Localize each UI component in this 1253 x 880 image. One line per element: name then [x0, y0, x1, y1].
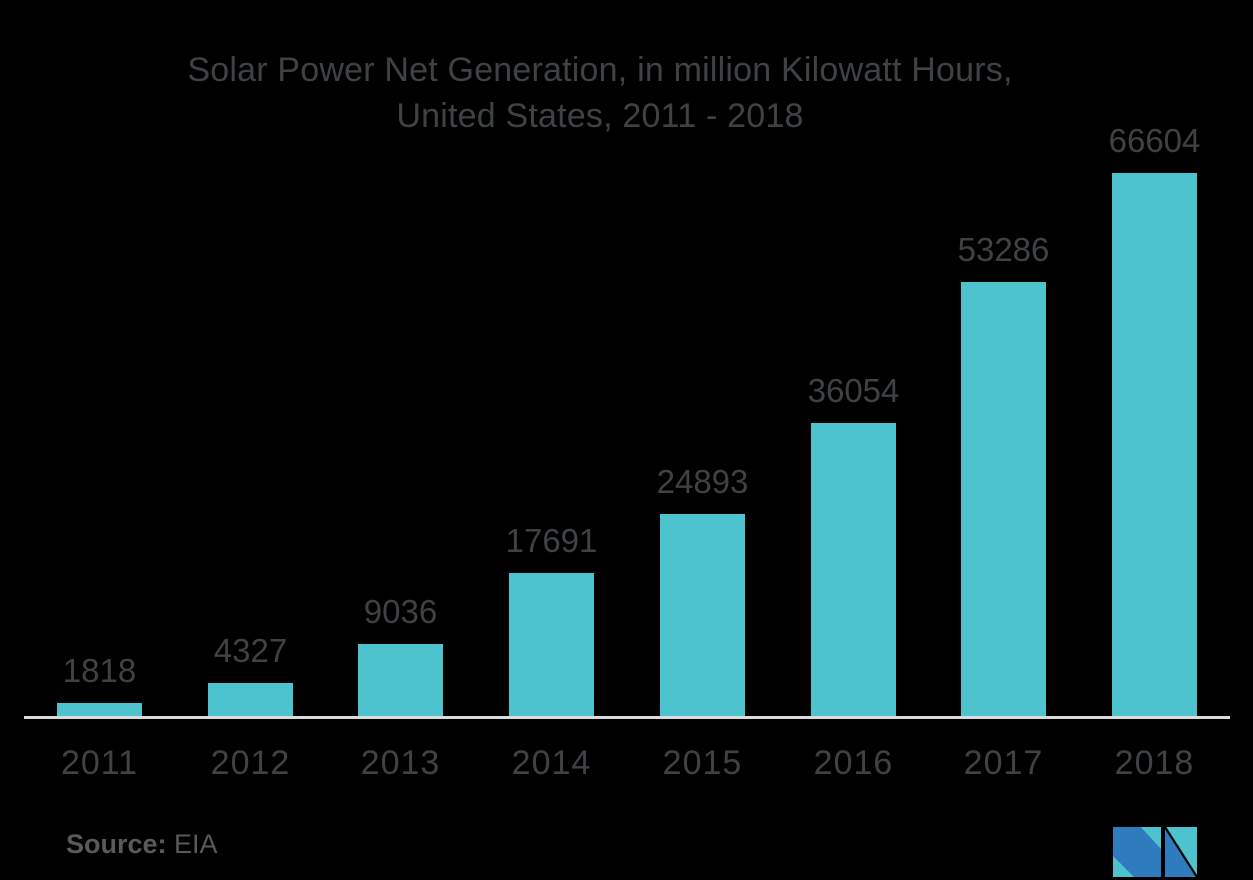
bar [509, 573, 594, 718]
chart-title: Solar Power Net Generation, in million K… [0, 47, 1200, 139]
bar-column: 53286 2017 [958, 231, 1050, 782]
chart-title-line1: Solar Power Net Generation, in million K… [187, 51, 1013, 89]
logo-left-diagonal [1113, 827, 1161, 877]
x-axis-tick-label: 2012 [210, 744, 291, 782]
bar-value-label: 4327 [213, 632, 288, 669]
source-label: Source: [66, 829, 167, 859]
source-value: EIA [174, 829, 218, 859]
bar-column: 66604 2018 [1109, 122, 1201, 782]
bar [961, 282, 1046, 718]
logo-right-gap-line [1164, 827, 1197, 877]
bar-value-label: 36054 [807, 372, 900, 409]
bar [358, 644, 443, 718]
x-axis-line [24, 716, 1230, 719]
bar-value-label: 1818 [62, 652, 137, 689]
bar-column: 4327 2012 [208, 632, 293, 782]
bar-value-label: 24893 [656, 463, 749, 500]
x-axis-tick-label: 2011 [60, 744, 139, 782]
x-axis-tick-label: 2013 [360, 744, 441, 782]
bar-value-label: 53286 [957, 231, 1050, 268]
chart-title-line2: United States, 2011 - 2018 [396, 97, 804, 135]
bar [660, 514, 745, 718]
bar-column: 9036 2013 [358, 593, 443, 782]
bar [811, 423, 896, 718]
x-axis-tick-label: 2016 [813, 744, 894, 782]
bar-column: 36054 2016 [808, 372, 900, 782]
bar-value-label: 66604 [1108, 122, 1201, 159]
x-axis-tick-label: 2015 [662, 744, 743, 782]
source-line: Source: EIA [66, 829, 218, 860]
x-axis-tick-label: 2017 [963, 744, 1044, 782]
bar-column: 24893 2015 [657, 463, 749, 782]
bar [1112, 173, 1197, 718]
bar-value-label: 17691 [505, 522, 598, 559]
mordor-intelligence-logo [1113, 827, 1197, 877]
bar [208, 683, 293, 718]
x-axis-tick-label: 2018 [1114, 744, 1195, 782]
bar [57, 703, 142, 718]
bar-value-label: 9036 [363, 593, 438, 630]
bar-column: 17691 2014 [506, 522, 598, 782]
bar-column: 1818 2011 [57, 652, 142, 782]
x-axis-tick-label: 2014 [511, 744, 592, 782]
